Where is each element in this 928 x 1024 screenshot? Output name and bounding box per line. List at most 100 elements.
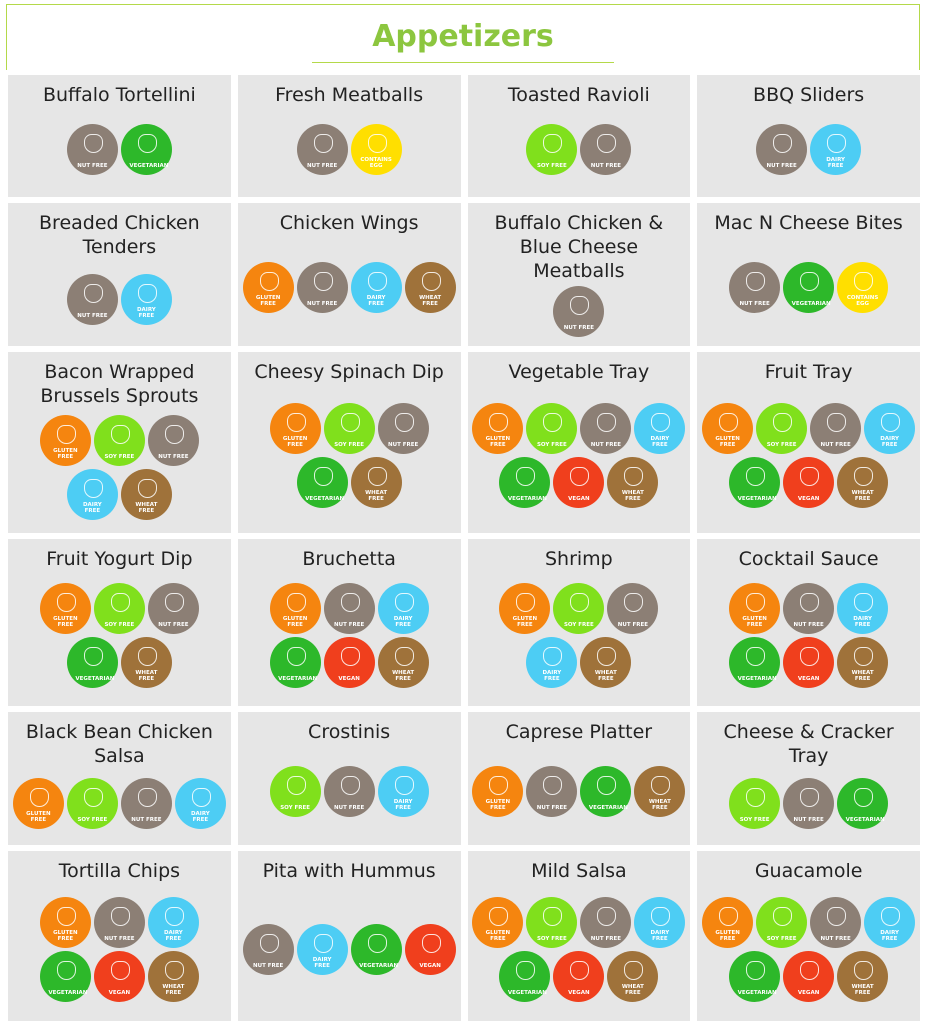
badge-label: DAIRY FREE (312, 956, 332, 969)
badge: NUT FREE (553, 286, 605, 337)
badge-label: CONTAINS EGG (360, 156, 392, 169)
badge-icon (259, 933, 279, 953)
badge-icon (854, 647, 874, 666)
badge-icon (137, 788, 157, 807)
item-name: Mild Salsa (531, 860, 627, 882)
item-name: Buffalo Chicken & Blue Cheese Meatballs (494, 212, 664, 282)
badge-icon (83, 647, 103, 666)
badge-label: VEGAN (568, 496, 590, 502)
badge-icon (259, 272, 279, 291)
item-name: Fruit Tray (764, 361, 853, 383)
badge-label: SOY FREE (563, 622, 594, 628)
badge-icon (800, 647, 820, 666)
badge-list: GLUTEN FREE SOY FREE NUT FREE DAIRY FREE WHE… (498, 571, 660, 700)
badge-icon (800, 593, 820, 612)
badge-list: GLUTEN FREE SOY FREE NUT FREE VEGETARIAN WHE… (38, 571, 200, 700)
badge-icon (746, 272, 766, 291)
badge: GLUTEN FREE (472, 403, 524, 454)
badge-label: GLUTEN FREE (282, 436, 308, 448)
badge-label: NUT FREE (158, 454, 189, 460)
badge-list: SOY FREE NUT FREE VEGETARIAN (729, 768, 889, 839)
badge-label: VEGETARIAN (507, 496, 547, 502)
badge: DAIRY FREE (634, 403, 686, 454)
badge-icon (394, 413, 414, 432)
badge-label: DAIRY FREE (650, 436, 670, 448)
badge-icon (651, 906, 671, 926)
badge-label: VEGAN (108, 989, 131, 996)
badge: VEGETARIAN (783, 262, 835, 313)
badge: NUT FREE (66, 274, 118, 325)
badge-label: DAIRY FREE (393, 799, 413, 811)
menu-item: Chicken Wings GLUTEN FREE NUT FREE DAIRY FR… (237, 203, 461, 346)
badge-icon (746, 647, 766, 666)
badge: GLUTEN FREE (39, 415, 91, 466)
item-name: BBQ Sliders (753, 84, 865, 106)
header: Appetizers (6, 4, 920, 70)
badge-icon (110, 425, 130, 444)
badge-icon (340, 593, 360, 612)
badge-label: GLUTEN FREE (485, 799, 511, 811)
badge-icon (543, 906, 563, 926)
badge-icon (313, 133, 333, 153)
menu-item: Tortilla Chips GLUTEN FREE NUT FREE DAIRY F… (8, 851, 231, 1021)
badge-icon (489, 906, 509, 926)
badge: VEGETARIAN (296, 457, 348, 508)
badge: DAIRY FREE (147, 896, 199, 948)
badge: GLUTEN FREE (242, 262, 294, 313)
badge-label: WHEAT FREE (621, 983, 644, 996)
item-name: Shrimp (544, 548, 613, 570)
badge-label: DAIRY FREE (163, 929, 183, 942)
badge: WHEAT FREE (404, 262, 456, 313)
badge: DAIRY FREE (377, 766, 429, 817)
badge-icon (313, 272, 333, 291)
badge: GLUTEN FREE (499, 583, 551, 634)
badge-label: WHEAT FREE (851, 670, 874, 682)
item-name: Cheesy Spinach Dip (254, 361, 444, 383)
badge-label: NUT FREE (590, 442, 621, 448)
badge-label: DAIRY FREE (650, 929, 670, 942)
badge: VEGETARIAN (39, 950, 91, 1002)
badge: SOY FREE (526, 896, 578, 948)
badge-label: NUT FREE (388, 442, 419, 448)
badge: WHEAT FREE (120, 637, 172, 688)
badge-label: SOY FREE (536, 162, 567, 169)
badge: WHEAT FREE (837, 457, 889, 508)
badge: VEGETARIAN (350, 923, 402, 975)
menu-item: Shrimp GLUTEN FREE SOY FREE NUT FREE DAIRY F… (467, 539, 691, 706)
item-name: Vegetable Tray (508, 361, 650, 383)
badge-icon (773, 133, 793, 153)
menu-item: Breaded Chicken Tenders NUT FREE DAIRY FRE… (8, 203, 231, 346)
badge-label: NUT FREE (820, 935, 851, 942)
badge-label: GLUTEN FREE (512, 616, 538, 628)
badge-label: DAIRY FREE (853, 616, 873, 628)
badge-icon (164, 960, 184, 980)
badge: WHEAT FREE (147, 950, 199, 1002)
badge: NUT FREE (296, 262, 348, 313)
badge-icon (800, 788, 820, 807)
badge-icon (570, 467, 590, 486)
badge-icon (137, 284, 157, 303)
badge-label: DAIRY FREE (82, 502, 102, 514)
badge-icon (773, 906, 793, 926)
menu-item: Toasted Ravioli SOY FREE NUT FREE (467, 75, 691, 197)
badge: NUT FREE (147, 415, 199, 466)
badge: SOY FREE (729, 778, 781, 829)
badge-label: DAIRY FREE (393, 616, 413, 628)
badge: VEGAN (783, 457, 835, 508)
badge-label: VEGAN (419, 962, 441, 969)
menu-item: Pita with Hummus NUT FREE DAIRY FREE VEGETA… (237, 851, 461, 1021)
badge-list: GLUTEN FREE NUT FREE VEGETARIAN WHEAT FREE (472, 744, 686, 839)
badge: SOY FREE (553, 583, 605, 634)
item-name: Fresh Meatballs (275, 84, 424, 106)
badge-list: NUT FREE CONTAINS EGG (296, 107, 402, 191)
badge: NUT FREE (120, 778, 172, 829)
badge-label: NUT FREE (793, 817, 824, 823)
badge-icon (854, 272, 874, 291)
badge-label: NUT FREE (307, 162, 338, 169)
badge-icon (746, 467, 766, 486)
badge-icon (719, 906, 739, 926)
badge-label: SOY FREE (77, 817, 108, 823)
badge-icon (164, 425, 184, 444)
badge-list: GLUTEN FREE NUT FREE DAIRY FREE WHEAT FREE (242, 235, 456, 340)
badge: DAIRY FREE (66, 469, 118, 520)
